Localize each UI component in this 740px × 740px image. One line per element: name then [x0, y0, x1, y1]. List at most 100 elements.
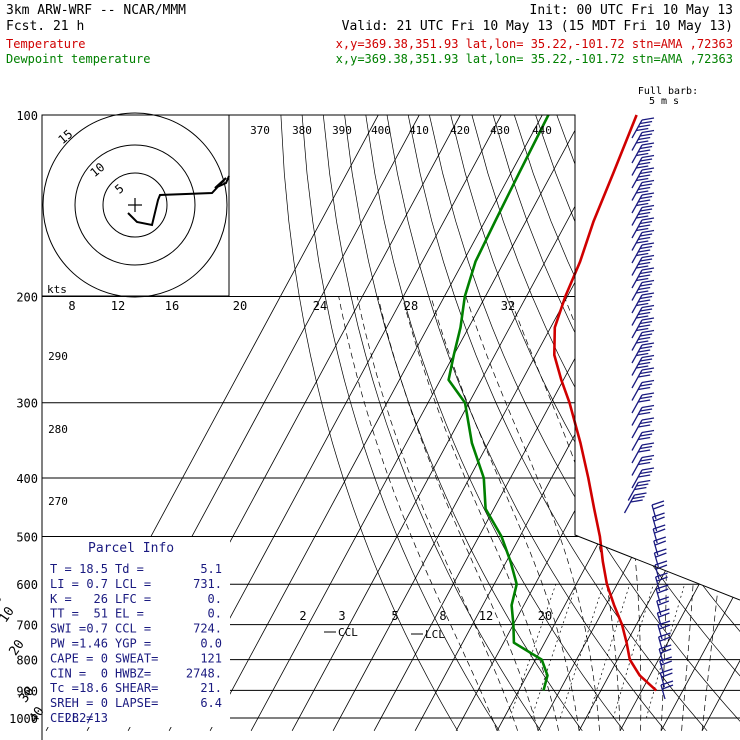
wind-barb-flag: [639, 445, 653, 450]
wind-barb-flag: [636, 265, 649, 269]
theta-label: 430: [490, 124, 510, 137]
dry-adiabat: [407, 115, 708, 732]
wind-barb-flag: [658, 612, 670, 618]
wind-barb-flag: [641, 292, 655, 296]
parcel-key: HWBZ=: [115, 666, 151, 680]
wind-barb-flag: [641, 317, 655, 321]
isotherm: [373, 115, 707, 731]
parcel-value: 51: [94, 607, 108, 621]
moist-adiabat: [563, 296, 642, 731]
wind-barb-flag: [638, 186, 651, 191]
pressure-label-300: 300: [16, 397, 38, 411]
parcel-info-panel: Parcel Info T = 18.5 Td = 5.1 LI = 0.7 LCL = 731…: [42, 537, 230, 727]
isotherm: [209, 115, 543, 731]
wind-barb-flag: [639, 258, 653, 262]
wind-barb-flag: [638, 299, 651, 303]
wind-barb-flag: [657, 608, 670, 614]
parcel-value: 0.7: [86, 577, 108, 591]
wind-barb-flag: [641, 354, 655, 359]
wind-barb-flag: [656, 564, 668, 570]
parcel-value: 0: [101, 696, 108, 710]
mixing-ratio-line: [587, 584, 631, 719]
wind-barb-flag: [641, 467, 655, 471]
parcel-value: 26: [94, 592, 108, 606]
parcel-key: TT =: [50, 607, 79, 621]
annotation-ccl: CCL: [338, 626, 358, 639]
parcel-value: 6.4: [200, 696, 222, 710]
pressure-label-100: 100: [16, 109, 38, 123]
theta-label: 410: [409, 124, 429, 137]
dry-adiabat: [429, 115, 740, 732]
wind-barb-flag: [639, 408, 653, 412]
speed-scale-label: 28: [404, 299, 418, 313]
wind-barb-flag: [634, 486, 647, 491]
wind-barb-flag: [638, 386, 651, 391]
plot-frame: [41, 114, 740, 740]
wind-barb-flag: [641, 192, 655, 196]
wind-barb-flag: [641, 329, 655, 334]
moist-adiabat: [681, 296, 701, 731]
wind-barb-flag: [638, 374, 651, 378]
wind-barb-flag: [654, 540, 667, 546]
wind-barb-flag: [638, 211, 651, 216]
wind-barb-flag: [659, 624, 671, 630]
wind-barb-flag: [655, 552, 667, 558]
wind-barb-flag: [639, 233, 653, 237]
wind-barb-flag: [630, 499, 643, 503]
parcel-key: K =: [50, 592, 72, 606]
theta-label: 420: [450, 124, 470, 137]
hodograph-ring: [74, 144, 196, 266]
dry-adiabat: [471, 115, 740, 732]
legend-temperature: Temperature: [6, 37, 85, 51]
mixing-ratio-label: 5: [391, 609, 398, 623]
wind-barb-flag: [636, 483, 649, 487]
wind-barb-flag: [652, 524, 666, 530]
wind-barb-flag: [639, 158, 653, 162]
wind-barb-flag: [641, 279, 655, 284]
speed-scale-label: 12: [111, 299, 125, 313]
wind-barb-flag: [636, 190, 649, 194]
isotherm: [414, 115, 740, 731]
parcel-key: LCL =: [115, 577, 151, 591]
wind-barb-flag: [639, 470, 653, 475]
moist-adiabat: [377, 296, 539, 731]
moist-adiabat: [701, 296, 740, 731]
parcel-value: 21.: [200, 681, 222, 695]
wind-barb-flag: [639, 458, 653, 462]
wind-barb-flag: [641, 404, 655, 409]
wind-barb-flag: [660, 668, 673, 674]
wind-barb-flag: [634, 492, 647, 496]
dry-adiabat: [662, 115, 740, 732]
wind-barb-flag: [638, 461, 651, 466]
wind-barb-flag: [636, 365, 649, 369]
wind-barb-flag: [655, 584, 669, 590]
isotherm: [250, 115, 584, 731]
wind-barb-flag: [636, 202, 649, 207]
wind-barb-flag: [638, 399, 651, 403]
wind-barb-flag: [638, 124, 651, 128]
theta-label: 380: [292, 124, 312, 137]
wind-barb-flag: [658, 632, 671, 638]
wind-barb-flag: [659, 636, 671, 642]
wind-barb-flag: [657, 588, 669, 594]
mixing-ratio-label: 2: [299, 609, 306, 623]
wind-barb-flag: [641, 267, 655, 271]
parcel-key: YGP =: [115, 637, 151, 651]
parcel-value: 121: [200, 651, 222, 665]
parcel-key: Td =: [115, 562, 144, 576]
wind-barb-flag: [639, 433, 653, 437]
wind-barb-flag: [639, 183, 653, 187]
wind-barb-flag: [636, 215, 649, 219]
isotherm: [291, 115, 625, 731]
wind-barb-flag: [638, 199, 651, 203]
wind-barb-flag: [639, 320, 653, 325]
wind-barb-flag: [639, 270, 653, 275]
wind-barb-flag: [638, 336, 651, 341]
wind-barb-flag: [661, 672, 673, 678]
parcel-key: Tc =: [50, 681, 79, 695]
parcel-key: CELL =: [50, 711, 93, 725]
wind-barb: [660, 684, 666, 700]
wind-barb-flag: [652, 512, 665, 518]
wind-barb-flag: [639, 383, 653, 387]
wind-barb-flag: [639, 195, 653, 200]
